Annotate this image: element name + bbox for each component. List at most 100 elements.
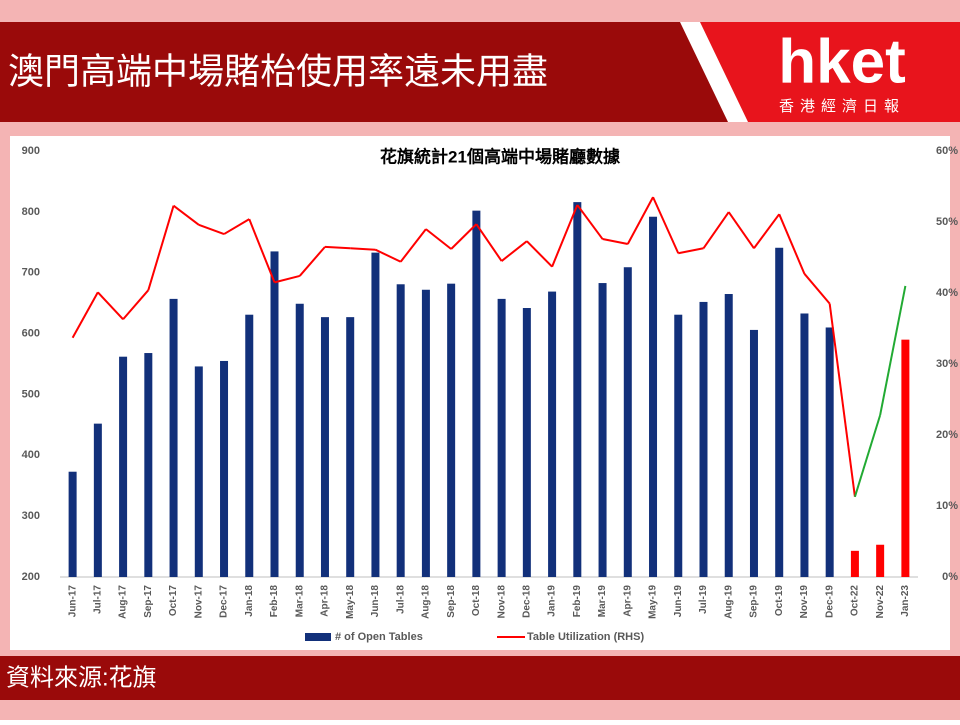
bar [245, 314, 254, 577]
x-tick-label: Aug-18 [421, 585, 432, 619]
x-tick-label: Feb-19 [572, 585, 583, 618]
plot: 200 300 400 500 600 700 800 900 0% 10% 20% 30% 40% 50… [22, 145, 959, 643]
bar [169, 298, 178, 577]
bar [220, 360, 229, 577]
x-tick-label: Nov-18 [496, 585, 507, 619]
x-tick-label: Jan-19 [547, 585, 558, 617]
x-tick-label: Mar-19 [597, 585, 608, 618]
x-tick-label: Nov-17 [193, 585, 204, 619]
x-tick-label: Oct-22 [850, 585, 861, 617]
bar [548, 291, 557, 577]
line-segment [551, 204, 579, 268]
x-tick-label: Jun-19 [673, 585, 684, 618]
line-segment [274, 274, 300, 284]
bar [295, 303, 304, 577]
bar [901, 339, 910, 577]
x-tick-label: Jul-19 [698, 585, 709, 614]
line-segment [450, 223, 478, 250]
bar [472, 210, 481, 577]
y2-tick-label: 20% [936, 429, 958, 441]
line-segment [223, 218, 250, 235]
x-tick-label: Feb-18 [269, 585, 280, 618]
line-segment [602, 238, 628, 245]
x-tick-label: Jan-18 [244, 585, 255, 617]
x-tick-label: Dec-18 [521, 585, 532, 618]
line-segment [172, 204, 200, 226]
y-tick-label: 500 [22, 388, 40, 400]
footer-source: 資料來源:花旗 [6, 664, 157, 691]
y2-tick-label: 50% [936, 216, 958, 228]
x-tick-label: Sep-18 [446, 585, 457, 618]
bar [497, 298, 506, 577]
bar [270, 251, 279, 577]
x-tick-label: May-19 [648, 585, 659, 619]
line-segment [97, 291, 124, 320]
x-tick-label: Oct-18 [471, 585, 482, 617]
line-segment [71, 291, 99, 339]
bar [825, 327, 834, 577]
bar [447, 283, 456, 577]
bar [371, 252, 380, 578]
bar [396, 284, 405, 577]
header-title: 澳門高端中場賭枱使用率遠未用盡 [8, 51, 548, 92]
line-segment [500, 240, 528, 262]
y2-tick-label: 30% [936, 358, 958, 370]
line-segment [753, 213, 781, 249]
bar [144, 353, 153, 577]
x-tick-label: Dec-19 [824, 585, 835, 618]
x-tick-label: Aug-19 [723, 585, 734, 619]
y-tick-label: 900 [22, 145, 40, 157]
x-tick-label: Mar-18 [294, 585, 305, 618]
bar [68, 471, 77, 577]
y-tick-label: 800 [22, 206, 40, 218]
line-segment [425, 228, 452, 250]
x-tick-label: Jul-18 [395, 585, 406, 614]
bar [573, 202, 582, 577]
bar [674, 314, 683, 577]
bar [775, 247, 784, 577]
y2-tick-label: 40% [936, 287, 958, 299]
bar [119, 356, 128, 577]
legend-swatch [305, 633, 331, 641]
bar [623, 267, 632, 577]
bar [800, 313, 809, 577]
x-tick-label: Nov-19 [799, 585, 810, 619]
y2-tick-label: 0% [942, 571, 958, 583]
x-tick-label: Aug-17 [118, 585, 129, 619]
line-segment [576, 204, 604, 240]
bar [93, 423, 102, 577]
line-segment [652, 196, 680, 254]
line-segment [702, 211, 730, 249]
bar [598, 283, 607, 577]
line-segment [122, 289, 150, 320]
line-segment [350, 247, 376, 251]
bar [749, 329, 758, 577]
line-segment [248, 218, 276, 283]
bar [320, 317, 329, 577]
line-segment [678, 247, 704, 255]
chart-title: 花旗統計21個高端中場賭廳數據 [380, 146, 621, 166]
line-segment [727, 211, 755, 249]
line-segment [147, 205, 175, 291]
x-tick-label: Apr-19 [622, 585, 633, 617]
y-tick-label: 600 [22, 327, 40, 339]
line-segment [526, 240, 553, 268]
x-tick-label: Jun-17 [67, 585, 78, 618]
x-tick-label: Jan-23 [900, 585, 911, 617]
y-tick-label: 700 [22, 267, 40, 279]
x-tick-label: Sep-19 [749, 585, 760, 618]
logo-shape [700, 22, 960, 122]
bar [194, 366, 203, 577]
x-tick-label: Jul-17 [92, 585, 103, 614]
line-segment [828, 303, 856, 497]
logo-name: hket [778, 27, 905, 96]
logo-tagline: 香港經濟日報 [779, 98, 905, 115]
x-tick-label: Oct-19 [774, 585, 785, 617]
x-tick-label: Oct-17 [168, 585, 179, 617]
line-segment [778, 213, 806, 275]
x-tick-label: Nov-22 [875, 585, 886, 619]
x-tick-label: Dec-17 [219, 585, 230, 618]
bar [421, 289, 430, 577]
